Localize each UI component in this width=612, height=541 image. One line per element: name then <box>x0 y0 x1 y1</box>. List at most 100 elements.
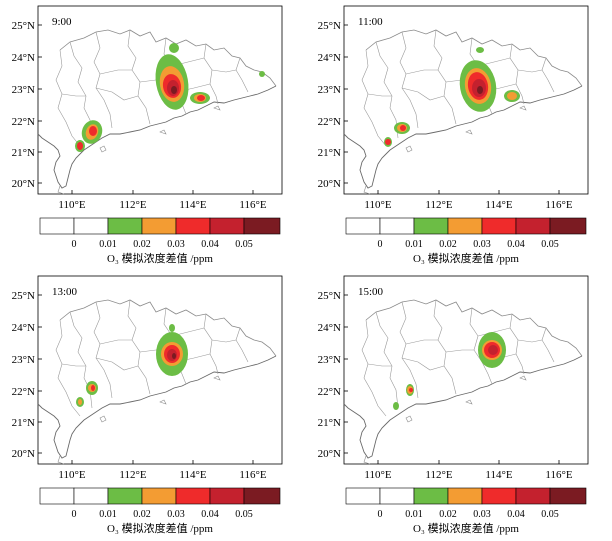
lon-label: 114°E <box>179 469 206 481</box>
colorbar-bin <box>141 217 177 235</box>
lon-label: 116°E <box>239 199 266 211</box>
map-panel-1300: 25°N 24°N 23°N 22°N 21°N 20°N 110°E 112°… <box>0 270 306 540</box>
lat-label: 22°N <box>12 386 35 398</box>
colorbar-tick: 0.04 <box>201 239 219 250</box>
time-label: 13:00 <box>52 286 78 298</box>
colorbar-title: O₃ 模拟浓度差值 /ppm <box>413 521 519 535</box>
lon-label: 114°E <box>485 469 512 481</box>
colorbar-tick: 0.05 <box>235 239 253 250</box>
colorbar-bin <box>345 217 381 235</box>
colorbar-tick: 0.01 <box>405 509 423 520</box>
time-label: 15:00 <box>358 286 384 298</box>
ozone-difference-field <box>384 47 520 147</box>
lat-label: 22°N <box>318 116 341 128</box>
ozone-difference-field <box>75 43 265 152</box>
map-frame <box>37 5 283 195</box>
lat-label: 23°N <box>318 84 341 96</box>
islands <box>363 105 527 195</box>
colorbar-title: O₃ 模拟浓度差值 /ppm <box>413 251 519 265</box>
colorbar-bin <box>107 487 143 505</box>
lon-label: 114°E <box>179 199 206 211</box>
colorbar-tick: 0.05 <box>541 239 559 250</box>
lat-label: 25°N <box>12 290 35 302</box>
lat-axis: 25°N 24°N 23°N 22°N 21°N 20°N <box>318 290 348 460</box>
map-panel-1500: 25°N 24°N 23°N 22°N 21°N 20°N 110°E 112°… <box>306 270 612 540</box>
lat-label: 25°N <box>12 20 35 32</box>
province-boundary <box>59 299 277 357</box>
colorbar-bin <box>209 487 245 505</box>
lon-label: 110°E <box>364 469 391 481</box>
map-panel: 25°N 24°N 23°N 22°N 21°N 20°N 110°E 112°… <box>318 275 589 535</box>
lon-label: 116°E <box>545 199 572 211</box>
colorbar: 0 0.01 0.02 0.03 0.04 0.05 O₃ 模拟浓度差值 /pp… <box>39 487 281 535</box>
colorbar-tick: 0.05 <box>541 509 559 520</box>
map-panel: 25°N 24°N 23°N 22°N 21°N 20°N 110°E 112°… <box>318 5 589 265</box>
colorbar-tick: 0 <box>72 509 77 520</box>
lat-label: 24°N <box>318 52 341 64</box>
lon-label: 114°E <box>485 199 512 211</box>
colorbar-bin <box>345 487 381 505</box>
lat-axis: 25°N 24°N 23°N 22°N 21°N 20°N <box>12 20 42 190</box>
colorbar-bin <box>481 487 517 505</box>
map-panel-1100: 25°N 24°N 23°N 22°N 21°N 20°N 110°E 112°… <box>306 0 612 270</box>
colorbar-bin <box>209 217 245 235</box>
colorbar-bin <box>73 217 109 235</box>
lat-label: 22°N <box>12 116 35 128</box>
lon-axis: 110°E 112°E 114°E 116°E <box>364 460 573 481</box>
lon-label: 110°E <box>364 199 391 211</box>
province-boundary <box>365 29 583 87</box>
colorbar-tick: 0.01 <box>405 239 423 250</box>
lon-label: 112°E <box>425 199 452 211</box>
colorbar-tick: 0 <box>378 509 383 520</box>
colorbar-tick: 0.03 <box>167 239 185 250</box>
lat-label: 21°N <box>12 147 35 159</box>
colorbar-tick: 0.05 <box>235 509 253 520</box>
colorbar-tick: 0.02 <box>133 239 151 250</box>
lon-label: 110°E <box>58 469 85 481</box>
colorbar-tick: 0.02 <box>439 509 457 520</box>
colorbar-tick: 0.04 <box>507 239 525 250</box>
county-boundaries <box>361 299 555 417</box>
lat-label: 20°N <box>318 178 341 190</box>
lat-label: 24°N <box>12 322 35 334</box>
lon-label: 112°E <box>119 469 146 481</box>
colorbar-bin <box>447 487 483 505</box>
colorbar-tick: 0.03 <box>473 239 491 250</box>
colorbar-tick: 0 <box>72 239 77 250</box>
colorbar-bin <box>515 217 551 235</box>
colorbar-tick: 0.03 <box>167 509 185 520</box>
lat-label: 23°N <box>12 354 35 366</box>
islands <box>57 105 221 195</box>
colorbar-bin <box>243 487 281 505</box>
lat-label: 23°N <box>318 354 341 366</box>
colorbar-bin <box>141 487 177 505</box>
lon-label: 110°E <box>58 199 85 211</box>
colorbar-tick: 0.01 <box>99 239 117 250</box>
lat-label: 20°N <box>318 448 341 460</box>
lat-label: 21°N <box>318 147 341 159</box>
lat-label: 20°N <box>12 178 35 190</box>
colorbar-tick: 0.04 <box>201 509 219 520</box>
colorbar-tick: 0.04 <box>507 509 525 520</box>
colorbar-title: O₃ 模拟浓度差值 /ppm <box>107 251 213 265</box>
lat-label: 24°N <box>318 322 341 334</box>
colorbar-bin <box>175 217 211 235</box>
colorbar-tick: 0.02 <box>133 509 151 520</box>
colorbar-bin <box>481 217 517 235</box>
colorbar-tick: 0.02 <box>439 239 457 250</box>
colorbar-title: O₃ 模拟浓度差值 /ppm <box>107 521 213 535</box>
colorbar-bin <box>379 487 415 505</box>
province-boundary <box>59 29 277 87</box>
lat-label: 23°N <box>12 84 35 96</box>
colorbar-bin <box>243 217 281 235</box>
time-label: 11:00 <box>358 16 383 28</box>
islands <box>363 375 527 465</box>
colorbar-bin <box>549 487 587 505</box>
lat-axis: 25°N 24°N 23°N 22°N 21°N 20°N <box>12 290 42 460</box>
map-panel: 25°N 24°N 23°N 22°N 21°N 20°N 110°E 112°… <box>12 5 283 265</box>
lat-label: 25°N <box>318 20 341 32</box>
lat-axis: 25°N 24°N 23°N 22°N 21°N 20°N <box>318 20 348 190</box>
lon-label: 116°E <box>239 469 266 481</box>
colorbar-bin <box>175 487 211 505</box>
lat-label: 21°N <box>318 417 341 429</box>
